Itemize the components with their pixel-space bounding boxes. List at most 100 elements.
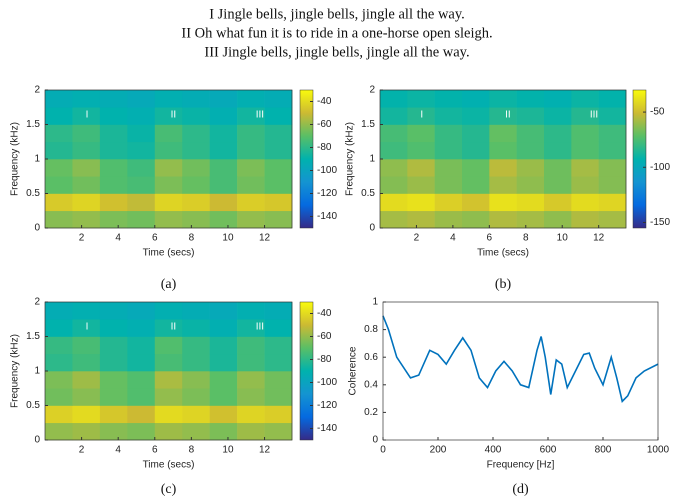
heat-cell bbox=[264, 319, 293, 337]
heat-cell bbox=[571, 193, 599, 212]
y-axis-label: Coherence bbox=[348, 346, 359, 395]
heat-cell bbox=[99, 193, 128, 212]
heat-cell bbox=[434, 124, 463, 143]
heat-cell bbox=[571, 90, 599, 108]
x-axis-label: Time (secs) bbox=[143, 460, 195, 471]
heat-cell bbox=[434, 193, 463, 212]
heat-cell bbox=[380, 159, 408, 177]
heat-cell bbox=[544, 90, 572, 108]
heat-cell bbox=[571, 107, 599, 125]
heat-cell bbox=[45, 210, 73, 229]
heat-cell bbox=[127, 124, 156, 143]
heat-cell bbox=[407, 124, 435, 143]
heat-cell bbox=[72, 405, 101, 424]
y-tick-label: 2 bbox=[34, 85, 40, 96]
y-tick-label: 1 bbox=[369, 154, 375, 165]
heat-cell bbox=[72, 422, 101, 441]
heat-cell bbox=[489, 159, 517, 177]
heat-cell bbox=[72, 336, 101, 355]
colorbar-tick-label: -120 bbox=[317, 188, 337, 199]
y-tick-label: 0 bbox=[34, 435, 40, 446]
heat-cell bbox=[99, 107, 128, 125]
heat-cell bbox=[99, 319, 128, 337]
heat-cell bbox=[489, 176, 517, 194]
heat-cell bbox=[45, 388, 73, 406]
y-tick-label: 0 bbox=[369, 223, 375, 234]
heat-cell bbox=[182, 353, 210, 372]
heat-cell bbox=[209, 422, 238, 441]
x-tick-label: 2 bbox=[414, 233, 420, 244]
annotation: III bbox=[256, 321, 264, 332]
x-axis-label: Frequency [Hz] bbox=[487, 460, 555, 471]
panel-caption: (a) bbox=[161, 277, 177, 292]
heat-cell bbox=[264, 371, 293, 389]
heat-cell bbox=[237, 319, 265, 337]
annotation: I bbox=[86, 109, 89, 120]
heat-cell bbox=[544, 176, 572, 194]
heat-cell bbox=[99, 141, 128, 160]
heat-cell bbox=[127, 90, 156, 108]
heat-cell bbox=[462, 124, 490, 143]
heat-cell bbox=[598, 124, 627, 143]
x-tick-label: 10 bbox=[557, 233, 569, 244]
heat-cell bbox=[407, 176, 435, 194]
heat-cell bbox=[407, 107, 435, 125]
annotation: I bbox=[420, 109, 423, 120]
x-tick-label: 800 bbox=[595, 445, 612, 456]
heat-cell bbox=[237, 124, 265, 143]
colorbar-tick-label: -40 bbox=[317, 96, 332, 107]
heat-cell bbox=[209, 353, 238, 372]
y-tick-label: 1.5 bbox=[26, 119, 40, 130]
heat-cell bbox=[237, 336, 265, 355]
y-tick-label: 0.5 bbox=[26, 188, 40, 199]
heat-cell bbox=[237, 141, 265, 160]
heat-cell bbox=[598, 90, 627, 108]
heat-cell bbox=[209, 193, 238, 212]
heat-cell bbox=[264, 141, 293, 160]
heat-cell bbox=[154, 141, 183, 160]
heat-cell bbox=[544, 193, 572, 212]
heat-cell bbox=[380, 210, 408, 229]
heat-cell bbox=[99, 336, 128, 355]
x-tick-label: 10 bbox=[222, 233, 234, 244]
heat-cell bbox=[127, 405, 156, 424]
heat-cell bbox=[489, 141, 517, 160]
heat-cell bbox=[72, 124, 101, 143]
heat-cell bbox=[380, 176, 408, 194]
x-tick-label: 200 bbox=[430, 445, 447, 456]
y-tick-label: 0.8 bbox=[364, 324, 378, 335]
heat-cell bbox=[434, 176, 463, 194]
heat-cell bbox=[264, 210, 293, 229]
heat-cell bbox=[154, 107, 183, 125]
heat-cell bbox=[99, 405, 128, 424]
heat-cell bbox=[45, 353, 73, 372]
colorbar-tick-label: -50 bbox=[650, 107, 665, 118]
heat-cell bbox=[209, 141, 238, 160]
heat-cell bbox=[407, 90, 435, 108]
heat-cell bbox=[380, 124, 408, 143]
colorbar-tick-label: -100 bbox=[317, 165, 337, 176]
heat-cell bbox=[182, 193, 210, 212]
heat-cell bbox=[72, 302, 101, 320]
x-tick-label: 10 bbox=[222, 445, 234, 456]
heat-cell bbox=[99, 302, 128, 320]
x-tick-label: 6 bbox=[487, 233, 493, 244]
y-tick-label: 2 bbox=[34, 297, 40, 308]
heat-cell bbox=[99, 210, 128, 229]
y-tick-label: 1 bbox=[34, 154, 40, 165]
y-tick-label: 0.6 bbox=[364, 352, 378, 363]
heat-cell bbox=[127, 176, 156, 194]
colorbar-tick-label: -40 bbox=[317, 308, 332, 319]
heat-cell bbox=[264, 176, 293, 194]
heat-cell bbox=[489, 210, 517, 229]
heat-cell bbox=[544, 210, 572, 229]
heat-cell bbox=[516, 210, 545, 229]
heat-cell bbox=[154, 336, 183, 355]
heat-cell bbox=[209, 405, 238, 424]
heat-cell bbox=[182, 159, 210, 177]
heat-cell bbox=[127, 210, 156, 229]
heat-cell bbox=[127, 388, 156, 406]
colorbar-tick-label: -100 bbox=[650, 162, 670, 173]
heat-cell bbox=[516, 193, 545, 212]
